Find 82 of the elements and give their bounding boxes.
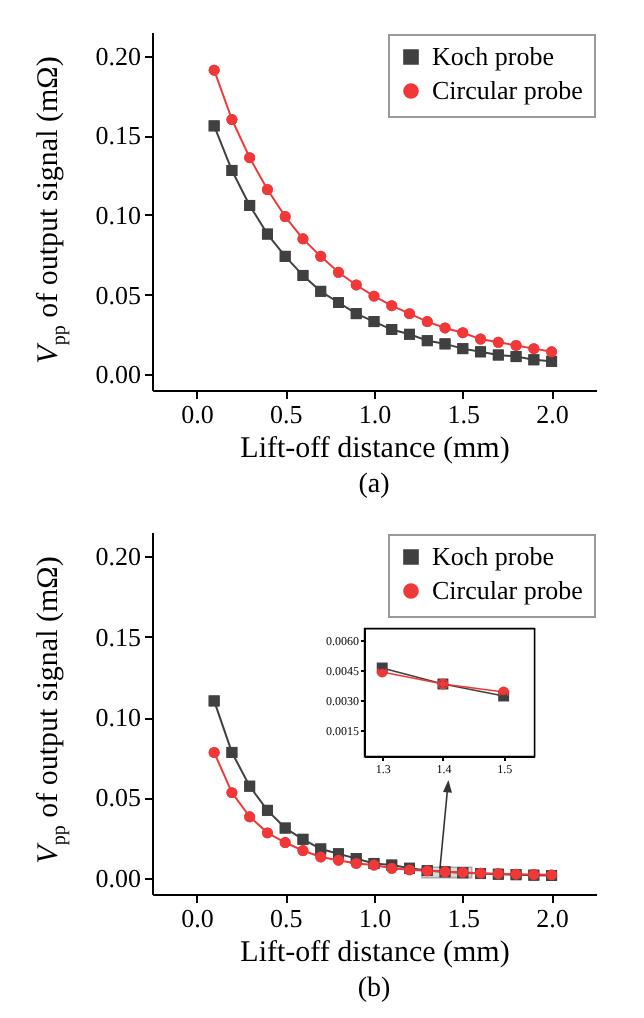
point — [244, 780, 256, 792]
point — [510, 351, 522, 363]
point — [226, 746, 238, 758]
y-tick-label: 0.05 — [95, 279, 141, 310]
text: (a) — [358, 470, 391, 500]
x-tick-label: 2.0 — [536, 399, 569, 429]
legend-label: Koch probe — [432, 541, 555, 571]
point — [297, 269, 309, 281]
point — [404, 328, 415, 340]
point — [546, 346, 558, 358]
x-axis-title: Lift-off distance (mm) — [240, 937, 510, 969]
x-tick-label: 0.5 — [269, 903, 303, 933]
point — [475, 346, 487, 358]
point — [439, 322, 451, 334]
point — [333, 854, 344, 866]
point — [208, 695, 220, 707]
point — [279, 211, 291, 223]
point — [315, 851, 327, 863]
point — [333, 266, 344, 278]
x-tick-label: 0.5 — [269, 399, 303, 429]
point — [457, 327, 469, 339]
y-tick-label: 0.00 — [95, 862, 141, 893]
point — [297, 845, 309, 857]
point — [386, 300, 398, 312]
point — [350, 308, 362, 320]
point — [528, 354, 540, 366]
point — [315, 250, 327, 262]
x-tick-label: 0.0 — [181, 399, 214, 429]
point — [315, 285, 327, 297]
point — [510, 339, 522, 351]
point — [492, 336, 504, 348]
y-tick-label: 0.15 — [95, 621, 141, 652]
y-tick-label: 0.15 — [95, 120, 141, 151]
y-tick-label: 0.00 — [95, 359, 141, 390]
point — [261, 827, 273, 839]
point — [208, 64, 220, 76]
legend-label: Koch probe — [432, 41, 555, 71]
point — [368, 316, 380, 328]
point — [226, 164, 238, 176]
x-tick-label: 2.0 — [536, 903, 569, 933]
point — [457, 343, 469, 355]
point — [261, 804, 273, 816]
x-tick-label: 1.5 — [447, 399, 481, 429]
point — [208, 120, 220, 132]
point — [333, 297, 344, 308]
point — [208, 746, 220, 758]
point — [421, 316, 433, 328]
point — [279, 250, 291, 262]
point — [492, 349, 504, 361]
point — [261, 228, 273, 240]
x-tick-label: 1.5 — [447, 903, 481, 933]
point — [297, 233, 309, 245]
x-tick-label: 1.0 — [358, 903, 392, 933]
y-tick-label: 0.10 — [95, 702, 141, 733]
point — [528, 343, 540, 355]
point — [439, 338, 451, 350]
point — [279, 822, 291, 834]
point — [244, 199, 256, 211]
x-tick-label: 0.0 — [181, 903, 214, 933]
legend-label: Circular probe — [432, 575, 584, 605]
point — [546, 355, 558, 367]
point — [226, 114, 238, 125]
point — [297, 833, 309, 845]
point — [350, 279, 362, 291]
x-axis-title: Lift-off distance (mm) — [240, 433, 510, 465]
x-tick-label: 1.0 — [358, 399, 392, 429]
point — [368, 290, 380, 302]
y-tick-label: 0.10 — [95, 199, 141, 230]
text: (b) — [357, 974, 391, 1004]
y-tick-label: 0.05 — [95, 782, 141, 813]
y-tick-label: 0.20 — [95, 541, 141, 572]
point — [404, 308, 415, 320]
legend-label: Circular probe — [432, 75, 584, 105]
point — [244, 152, 256, 164]
point — [261, 184, 273, 195]
point — [279, 837, 291, 848]
point — [475, 333, 487, 345]
point — [386, 324, 398, 336]
y-tick-label: 0.20 — [95, 40, 141, 71]
point — [244, 811, 256, 823]
point — [421, 335, 433, 347]
point — [226, 787, 238, 799]
